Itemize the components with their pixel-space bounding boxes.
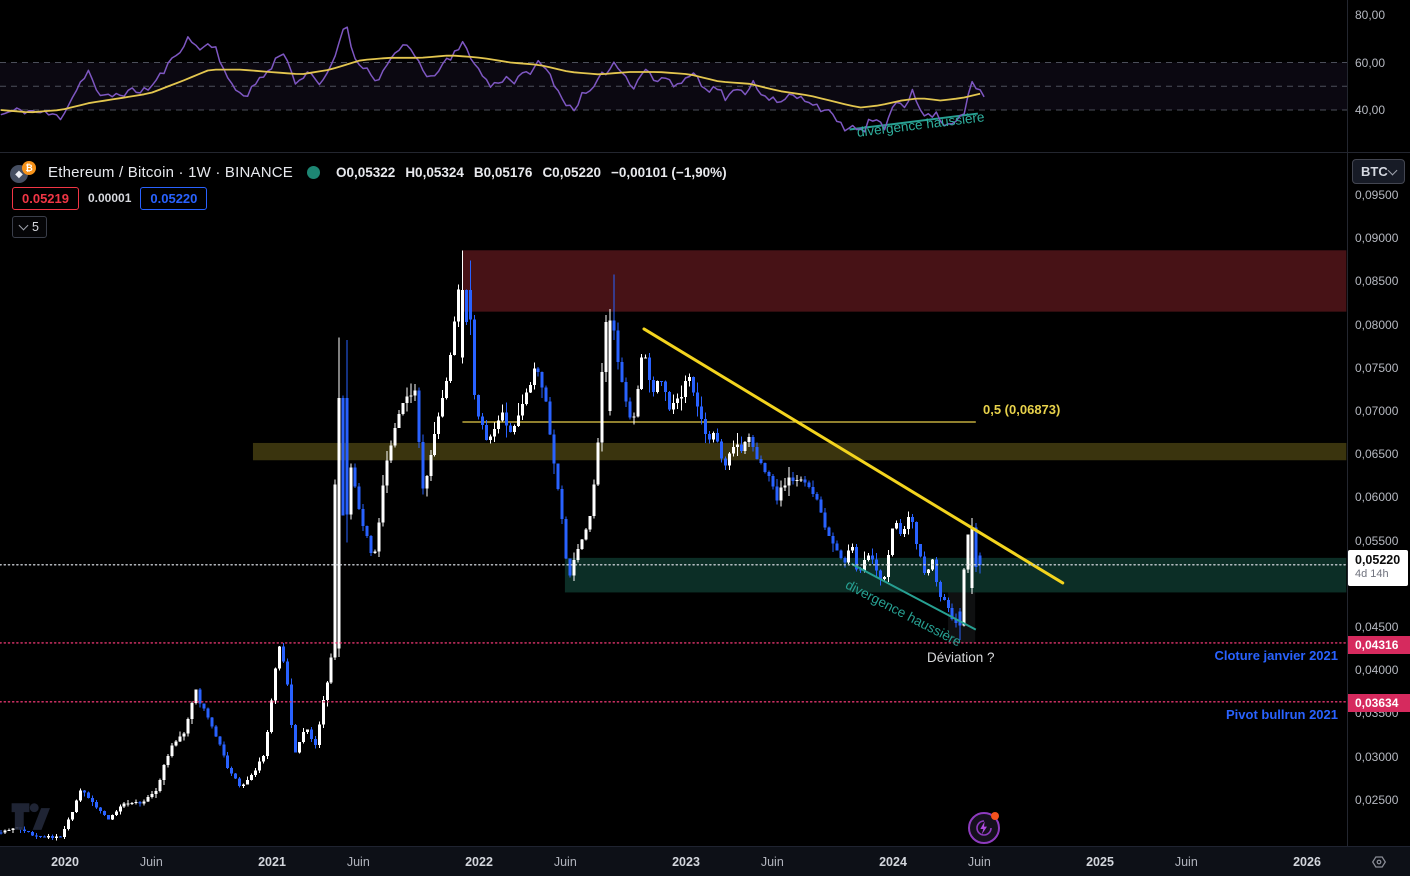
symbol-legend: ◆ ₿ Ethereum / Bitcoin · 1W · BINANCE O0… <box>10 161 727 183</box>
drawings-count: 5 <box>32 220 39 234</box>
axis-settings-corner[interactable] <box>1347 846 1410 876</box>
alert-price-label: 0,04316 <box>1348 636 1410 654</box>
divergence-trendline-main <box>851 563 977 631</box>
time-tick: 2022 <box>465 855 493 869</box>
symbol-pair-logo: ◆ ₿ <box>10 161 40 183</box>
price-axis[interactable]: 80,00 60,00 40,00 0,09500 0,09000 0,08500 0,08… <box>1348 0 1410 845</box>
ohlc-high: H0,05324 <box>405 164 464 180</box>
price-tick: 0,06500 <box>1355 447 1399 462</box>
bitcoin-icon: ₿ <box>22 161 36 175</box>
price-tick: 0,09500 <box>1355 188 1399 202</box>
currency-label: BTC <box>1361 164 1388 179</box>
oscillator-tick: 40,00 <box>1355 103 1386 117</box>
time-tick: 2020 <box>51 855 79 869</box>
time-tick: Juin <box>1174 855 1198 869</box>
oscillator-tick: 80,00 <box>1355 8 1386 22</box>
oscillator-tick: 60,00 <box>1355 55 1386 70</box>
chevron-down-icon <box>18 220 29 231</box>
current-price-value: 0,05220 <box>1355 553 1401 567</box>
time-axis[interactable]: 2020 Juin 2021 Juin 2022 Juin 2023 Juin 2024 Juin… <box>0 846 1347 876</box>
time-tick: Juin <box>139 855 163 869</box>
divergence-trendline-oscillator <box>849 112 978 131</box>
ohlc-close: C0,05220 <box>542 164 601 180</box>
descending-trendline <box>642 327 1065 585</box>
buy-price-button[interactable]: 0.05220 <box>140 186 208 210</box>
bar-close-countdown: 4d 14h <box>1355 568 1389 580</box>
candle-wicks-layer <box>0 250 981 841</box>
price-tick: 0,02500 <box>1355 792 1399 807</box>
time-tick: 2021 <box>258 855 286 869</box>
rsi-ma-line <box>0 54 981 114</box>
rsi-line <box>0 26 985 133</box>
ohlc-change: −0,00101 (−1,90%) <box>611 164 727 180</box>
main-pane <box>0 250 1347 841</box>
price-tick: 0,03000 <box>1355 749 1399 764</box>
price-tick: 0,07000 <box>1355 404 1399 418</box>
time-tick: Juin <box>967 855 991 869</box>
symbol-title[interactable]: Ethereum / Bitcoin · 1W · BINANCE <box>48 163 293 181</box>
quote-row: 0.05219 0.00001 0.05220 <box>12 186 208 210</box>
price-tick: 0,05500 <box>1355 533 1399 548</box>
currency-unit-button[interactable]: BTC <box>1352 159 1405 184</box>
tradingview-watermark-logo <box>11 803 50 830</box>
deviation-question-label[interactable]: Déviation ? <box>927 650 995 665</box>
time-tick: 2025 <box>1086 855 1114 869</box>
gear-icon <box>1371 856 1386 868</box>
ohlc-open: O0,05322 <box>336 164 396 180</box>
oscillator-pane <box>0 26 1347 133</box>
price-tick: 0,08000 <box>1355 317 1399 332</box>
time-tick: 2023 <box>672 855 700 869</box>
price-tick: 0,08500 <box>1355 274 1399 289</box>
pane-separator[interactable] <box>0 152 1410 153</box>
live-stream-button[interactable] <box>968 812 1000 844</box>
ohlc-values: O0,05322 H0,05324 B0,05176 C0,05220 −0,0… <box>336 165 727 180</box>
supply-zone-rect <box>462 250 1347 312</box>
price-tick: 0,07500 <box>1355 360 1399 375</box>
current-price-label: 0,05220 4d 14h <box>1348 550 1408 586</box>
note-pivot-bullrun[interactable]: Pivot bullrun 2021 <box>1226 707 1338 722</box>
time-tick: 2026 <box>1293 855 1321 869</box>
price-tick: 0,06000 <box>1355 490 1399 505</box>
time-tick: Juin <box>760 855 784 869</box>
time-tick: Juin <box>553 855 577 869</box>
chevron-down-icon <box>1387 165 1398 175</box>
ohlc-low: B0,05176 <box>473 164 533 180</box>
lightning-bolt-icon <box>976 820 992 836</box>
price-axis-separator <box>1347 0 1348 846</box>
market-status-dot[interactable] <box>307 165 320 179</box>
demand-zone-rect <box>564 557 1347 593</box>
price-tick: 0,09000 <box>1355 231 1399 246</box>
note-cloture-janvier[interactable]: Cloture janvier 2021 <box>1214 648 1338 663</box>
object-tree-button[interactable]: 5 <box>12 216 47 238</box>
time-tick: Juin <box>346 855 370 869</box>
spread-value: 0.00001 <box>88 191 132 205</box>
price-tick: 0,04000 <box>1355 663 1399 678</box>
notification-dot <box>991 812 999 820</box>
time-tick: 2024 <box>879 855 907 869</box>
fib-level-label[interactable]: 0,5 (0,06873) <box>983 402 1061 417</box>
price-tick: 0,04500 <box>1355 620 1399 634</box>
alert-price-label: 0,03634 <box>1348 694 1410 712</box>
sell-price-button[interactable]: 0.05219 <box>12 186 79 210</box>
olive-zone-rect <box>252 442 1347 461</box>
